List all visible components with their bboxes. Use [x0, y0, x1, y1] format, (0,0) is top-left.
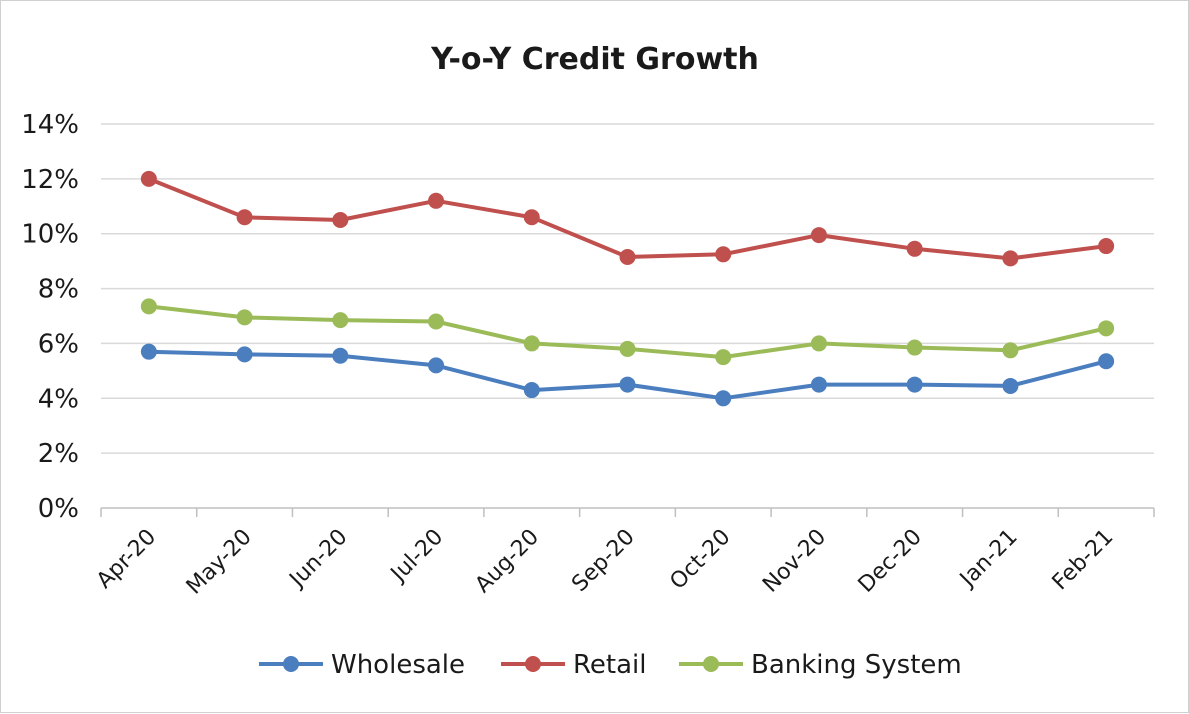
data-point-retail: [810, 227, 827, 244]
data-point-banking-system: [140, 298, 157, 315]
data-point-wholesale: [523, 382, 540, 399]
legend-marker-banking-system: [703, 656, 719, 672]
data-point-retail: [619, 249, 636, 266]
x-tick-label: Sep-20: [567, 525, 639, 597]
y-tick-label: 0%: [38, 494, 79, 524]
data-point-retail: [140, 170, 157, 187]
data-point-wholesale: [1098, 353, 1115, 370]
x-tick-label: Jun-20: [284, 525, 353, 594]
y-tick-label: 12%: [21, 165, 79, 195]
x-tick-label: Aug-20: [471, 525, 544, 598]
y-tick-label: 2%: [38, 439, 79, 469]
data-point-wholesale: [810, 376, 827, 393]
data-point-banking-system: [332, 312, 349, 329]
data-point-wholesale: [906, 376, 923, 393]
data-point-banking-system: [619, 340, 636, 357]
data-point-retail: [906, 240, 923, 257]
data-point-wholesale: [619, 376, 636, 393]
legend-marker-wholesale: [283, 656, 299, 672]
data-point-wholesale: [140, 343, 157, 360]
data-point-banking-system: [810, 335, 827, 352]
gridlines: [101, 123, 1154, 454]
data-point-banking-system: [1098, 320, 1115, 337]
x-tick-label: Oct-20: [665, 525, 735, 595]
data-point-retail: [1002, 250, 1019, 267]
data-point-retail: [428, 192, 445, 209]
y-axis-ticks: 0% 2% 4% 6% 8% 10% 12% 14%: [21, 110, 79, 524]
x-tick-label: Dec-20: [854, 525, 927, 598]
x-tick-label: Jan-21: [954, 525, 1022, 593]
y-tick-label: 8%: [38, 275, 79, 305]
y-tick-label: 10%: [21, 220, 79, 250]
data-point-retail: [715, 246, 732, 263]
data-point-banking-system: [906, 339, 923, 356]
series-layer: [140, 170, 1115, 407]
data-point-wholesale: [715, 390, 732, 407]
x-tick-label: Feb-21: [1048, 525, 1119, 596]
legend-label-wholesale: Wholesale: [331, 650, 465, 680]
data-point-wholesale: [1002, 377, 1019, 394]
data-point-banking-system: [428, 313, 445, 330]
legend-marker-retail: [525, 656, 541, 672]
data-point-wholesale: [428, 357, 445, 374]
chart-title: Y-o-Y Credit Growth: [430, 42, 759, 77]
y-tick-label: 6%: [38, 329, 79, 359]
series-line-retail: [148, 177, 1107, 261]
data-point-banking-system: [523, 335, 540, 352]
data-point-retail: [236, 209, 253, 226]
legend-label-retail: Retail: [573, 650, 646, 680]
x-tick-label: Apr-20: [92, 525, 161, 594]
data-point-wholesale: [236, 346, 253, 363]
x-tick-label: Nov-20: [758, 525, 831, 598]
legend-label-banking-system: Banking System: [751, 650, 962, 680]
x-axis: [100, 507, 1155, 517]
y-tick-label: 4%: [38, 384, 79, 414]
data-point-banking-system: [715, 349, 732, 366]
data-point-retail: [1098, 238, 1115, 255]
data-point-retail: [332, 212, 349, 228]
y-tick-label: 14%: [21, 110, 79, 140]
legend: Wholesale Retail Banking System: [259, 650, 962, 680]
data-point-banking-system: [236, 309, 253, 326]
data-point-wholesale: [332, 347, 349, 364]
x-axis-ticks: Apr-20 May-20 Jun-20 Jul-20 Aug-20 Sep-20 Oct-…: [92, 525, 1118, 600]
x-tick-label: Jul-20: [385, 525, 448, 588]
data-point-retail: [523, 209, 540, 226]
data-point-banking-system: [1002, 342, 1019, 359]
x-tick-label: May-20: [182, 525, 257, 600]
